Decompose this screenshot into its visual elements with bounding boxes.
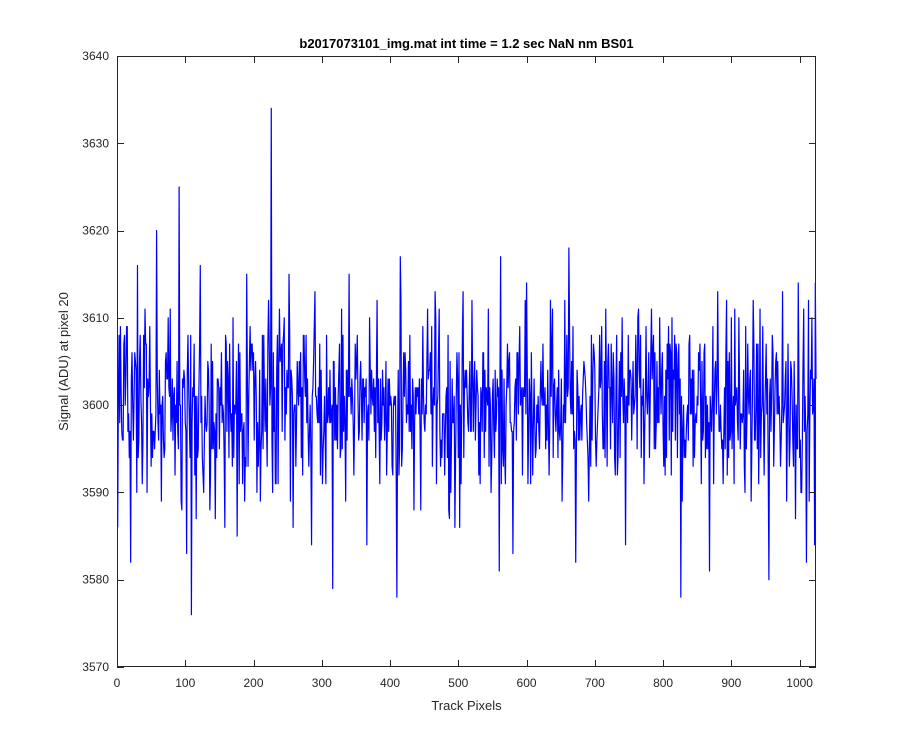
x-axis-label: Track Pixels — [431, 698, 502, 713]
x-tick-label: 100 — [175, 676, 195, 690]
x-tick-label: 400 — [380, 676, 400, 690]
x-tick-label: 1000 — [786, 676, 813, 690]
y-tick-label: 3590 — [82, 485, 109, 499]
y-tick-label: 3610 — [82, 311, 109, 325]
x-tick-label: 800 — [653, 676, 673, 690]
y-tick-label: 3580 — [82, 573, 109, 587]
y-tick-label: 3600 — [82, 398, 109, 412]
x-tick-label: 700 — [585, 676, 605, 690]
chart-title: b2017073101_img.mat int time = 1.2 sec N… — [299, 36, 633, 51]
x-tick-label: 200 — [244, 676, 264, 690]
x-tick-label: 600 — [517, 676, 537, 690]
series-layer — [117, 107, 817, 616]
x-tick-label: 0 — [114, 676, 121, 690]
plot-frame — [117, 56, 816, 667]
y-tick-label: 3570 — [82, 660, 109, 674]
y-axis-ticks: 3570 3580 3590 3600 3610 3620 3630 3640 — [82, 49, 816, 674]
series-line — [117, 107, 817, 616]
x-tick-label: 500 — [448, 676, 468, 690]
y-tick-label: 3620 — [82, 224, 109, 238]
x-axis-ticks: 0 100 200 300 400 500 600 700 800 900 1000 — [114, 56, 813, 690]
y-axis-label: Signal (ADU) at pixel 20 — [56, 292, 71, 431]
x-tick-label: 900 — [721, 676, 741, 690]
x-tick-label: 300 — [312, 676, 332, 690]
y-tick-label: 3630 — [82, 136, 109, 150]
y-tick-label: 3640 — [82, 49, 109, 63]
